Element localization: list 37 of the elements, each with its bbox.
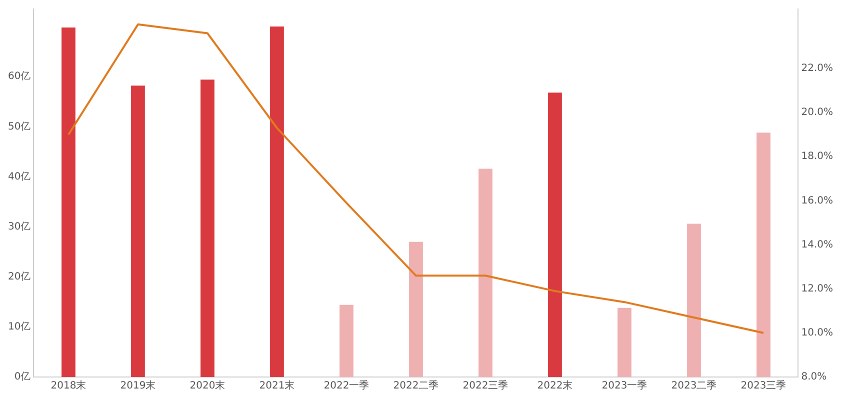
y-tick-label: 0亿 [14, 372, 31, 383]
x-tick-label: 2022三季 [462, 380, 508, 392]
bar [62, 28, 76, 377]
bar [340, 304, 354, 377]
x-tick-label: 2022一季 [324, 380, 370, 392]
x-tick-label: 2021末 [259, 380, 295, 392]
y-tick-label: 50亿 [8, 121, 31, 132]
y2-tick-label: 22.0% [801, 63, 834, 74]
bar [756, 132, 770, 377]
y2-tick-label: 16.0% [801, 195, 834, 206]
y-tick-label: 30亿 [8, 221, 31, 232]
y2-tick-label: 14.0% [801, 239, 834, 250]
y-tick-label: 40亿 [8, 171, 31, 182]
bar [409, 242, 423, 377]
y2-tick-label: 8.0% [801, 372, 827, 383]
y2-tick-label: 20.0% [801, 107, 834, 118]
bar [200, 80, 214, 377]
x-tick-label: 2022末 [537, 380, 573, 392]
bar [131, 86, 145, 377]
y-tick-label: 10亿 [8, 322, 31, 333]
bar [548, 92, 562, 377]
x-tick-label: 2019末 [120, 380, 156, 392]
x-tick-label: 2022二季 [393, 380, 439, 392]
y-tick-label: 60亿 [8, 71, 31, 82]
x-tick-label: 2020末 [190, 380, 226, 392]
y2-tick-label: 12.0% [801, 283, 834, 294]
x-tick-label: 2023二季 [671, 380, 717, 392]
x-tick-label: 2018末 [50, 380, 86, 392]
bar [270, 26, 284, 377]
y2-tick-label: 18.0% [801, 151, 834, 162]
y-tick-label: 20亿 [8, 271, 31, 282]
bar [687, 224, 701, 377]
x-tick-label: 2023一季 [602, 380, 648, 392]
y2-tick-label: 10.0% [801, 328, 834, 339]
x-tick-label: 2023三季 [740, 380, 786, 392]
bar [618, 308, 632, 377]
bar [478, 168, 492, 377]
